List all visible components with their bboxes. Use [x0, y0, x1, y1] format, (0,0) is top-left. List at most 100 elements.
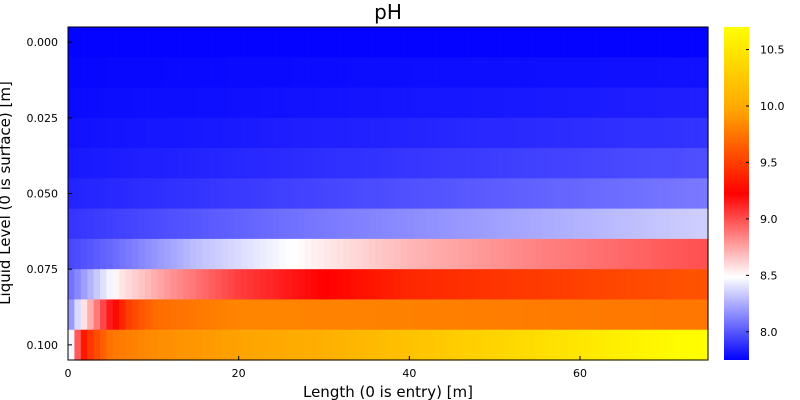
heatmap-cell — [592, 329, 600, 361]
heatmap-cell — [343, 329, 351, 361]
heatmap-cell — [240, 178, 248, 210]
heatmap-cell — [669, 329, 677, 361]
heatmap-cell — [400, 178, 408, 210]
heatmap-cell — [304, 87, 312, 119]
heatmap-cell — [285, 238, 293, 270]
heatmap-cell — [112, 148, 120, 179]
heatmap-cell — [407, 269, 415, 301]
heatmap-cell — [336, 117, 344, 149]
heatmap-cell — [266, 208, 274, 240]
heatmap-cell — [330, 238, 338, 270]
heatmap-cell — [599, 27, 607, 58]
heatmap-cell — [592, 269, 600, 301]
heatmap-cell — [381, 329, 389, 361]
heatmap-cell — [490, 329, 498, 361]
heatmap-cell — [80, 87, 88, 119]
heatmap-cell — [183, 117, 191, 149]
heatmap-cell — [701, 117, 709, 149]
heatmap-cell — [464, 117, 472, 149]
heatmap-cell — [80, 269, 88, 301]
heatmap-cell — [656, 269, 664, 301]
heatmap-cell — [247, 117, 255, 149]
heatmap-cell — [189, 299, 197, 331]
heatmap-cell — [522, 87, 530, 119]
heatmap-cell — [253, 329, 261, 361]
heatmap-cell — [343, 238, 351, 270]
heatmap-cell — [541, 238, 549, 270]
heatmap-cell — [324, 117, 331, 149]
heatmap-cell — [432, 329, 440, 361]
heatmap-cell — [644, 117, 651, 149]
heatmap-cell — [208, 27, 216, 58]
heatmap-cell — [170, 57, 178, 89]
heatmap-cell — [637, 238, 645, 270]
heatmap-cell — [612, 148, 619, 179]
heatmap-cell — [285, 148, 293, 179]
heatmap-cell — [381, 117, 389, 149]
heatmap-cell — [516, 329, 523, 361]
heatmap-cell — [612, 87, 619, 119]
heatmap-cell — [336, 148, 344, 179]
heatmap-cell — [317, 269, 325, 301]
heatmap-cell — [112, 208, 120, 240]
heatmap-cell — [208, 329, 216, 361]
heatmap-cell — [554, 87, 562, 119]
heatmap-cell — [119, 178, 127, 210]
heatmap-cell — [599, 269, 607, 301]
heatmap-cell — [637, 57, 645, 89]
heatmap-cell — [599, 117, 607, 149]
heatmap-cell — [464, 269, 472, 301]
heatmap-cell — [381, 27, 389, 58]
heatmap-cell — [170, 117, 178, 149]
heatmap-cell — [375, 117, 383, 149]
heatmap-cell — [656, 299, 664, 331]
heatmap-cell — [298, 238, 306, 270]
heatmap-cell — [311, 57, 319, 89]
heatmap-cell — [432, 27, 440, 58]
heatmap-cell — [221, 269, 229, 301]
heatmap-cell — [292, 27, 299, 58]
heatmap-cell — [599, 208, 607, 240]
heatmap-cell — [93, 148, 101, 179]
heatmap-cell — [343, 27, 351, 58]
heatmap-cell — [484, 117, 491, 149]
heatmap-cell — [669, 269, 677, 301]
heatmap-cell — [452, 208, 459, 240]
heatmap-cell — [215, 208, 223, 240]
heatmap-cell — [298, 117, 306, 149]
heatmap-cell — [362, 208, 370, 240]
heatmap-cell — [548, 57, 555, 89]
heatmap-cell — [157, 178, 165, 210]
heatmap-cell — [682, 269, 690, 301]
heatmap-cell — [247, 87, 255, 119]
heatmap-cell — [580, 208, 587, 240]
heatmap-cell — [298, 299, 306, 331]
heatmap-cell — [196, 269, 203, 301]
heatmap-cell — [304, 178, 312, 210]
heatmap-cell — [535, 178, 543, 210]
heatmap-cell — [381, 87, 389, 119]
heatmap-cell — [234, 148, 242, 179]
heatmap-cell — [336, 238, 344, 270]
heatmap-cell — [650, 238, 658, 270]
heatmap-cell — [432, 57, 440, 89]
heatmap-cell — [189, 208, 197, 240]
heatmap-cell — [87, 117, 95, 149]
heatmap-cell — [388, 178, 395, 210]
heatmap-cell — [279, 269, 287, 301]
heatmap-cell — [426, 269, 434, 301]
heatmap-cell — [330, 208, 338, 240]
heatmap-cell — [420, 148, 427, 179]
heatmap-cell — [240, 27, 248, 58]
heatmap-cell — [381, 208, 389, 240]
heatmap-cell — [285, 178, 293, 210]
heatmap-cell — [439, 329, 447, 361]
heatmap-cell — [592, 27, 600, 58]
heatmap-cell — [362, 57, 370, 89]
heatmap-cell — [573, 238, 581, 270]
heatmap-cell — [304, 238, 312, 270]
heatmap-cell — [228, 57, 235, 89]
heatmap-cell — [496, 208, 504, 240]
heatmap-cell — [650, 27, 658, 58]
heatmap-cell — [541, 269, 549, 301]
